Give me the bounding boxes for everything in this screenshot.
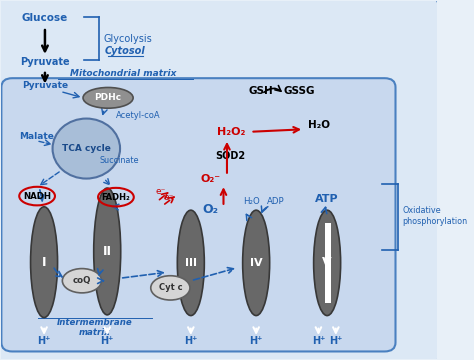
Ellipse shape [94,188,121,315]
Text: IV: IV [250,258,263,268]
Text: H⁺: H⁺ [249,336,263,346]
Ellipse shape [63,269,101,293]
Text: O₂: O₂ [202,203,219,216]
Text: PDHc: PDHc [94,93,122,102]
Text: H₂O₂: H₂O₂ [217,127,246,138]
Text: H₂O: H₂O [309,120,330,130]
FancyBboxPatch shape [0,0,439,360]
Text: GSH: GSH [249,86,273,96]
Text: Succinate: Succinate [99,156,139,165]
Text: matrix: matrix [79,328,111,337]
Text: Glycolysis: Glycolysis [104,34,153,44]
Text: I: I [42,256,46,269]
Text: H⁺: H⁺ [100,336,114,346]
Ellipse shape [30,207,57,318]
Text: e⁻: e⁻ [156,186,166,195]
Text: Cytosol: Cytosol [105,46,146,56]
Text: Cyt c: Cyt c [158,283,182,292]
Ellipse shape [53,118,120,179]
Text: III: III [185,258,197,268]
Text: Mitochondrial matrix: Mitochondrial matrix [70,69,176,78]
Text: coQ: coQ [73,276,91,285]
Ellipse shape [83,87,133,108]
Text: ADP: ADP [267,197,285,206]
Bar [325,223,331,303]
FancyBboxPatch shape [1,78,395,351]
Text: GSSG: GSSG [283,86,315,96]
Text: O₂⁻: O₂⁻ [201,174,221,184]
Text: Pyruvate: Pyruvate [20,57,70,67]
Text: H⁺: H⁺ [329,336,343,346]
Ellipse shape [151,276,190,300]
Text: Intermembrane: Intermembrane [57,318,133,327]
Ellipse shape [314,210,341,316]
Text: NADH: NADH [23,192,51,201]
Text: ATP: ATP [315,194,338,204]
Text: H⁺: H⁺ [312,336,325,346]
Text: Oxidative
phosphorylation: Oxidative phosphorylation [402,206,467,226]
Text: Malate: Malate [19,132,54,141]
Text: Pyruvate: Pyruvate [22,81,68,90]
Text: TCA cycle: TCA cycle [62,144,111,153]
Text: V: V [322,256,332,269]
Text: H₂O: H₂O [243,197,259,206]
Text: Glucose: Glucose [22,13,68,23]
Text: e⁻: e⁻ [164,193,174,202]
Ellipse shape [177,210,204,316]
Text: II: II [103,245,112,258]
Text: Acetyl-coA: Acetyl-coA [116,111,160,120]
Text: SOD2: SOD2 [216,151,246,161]
Ellipse shape [243,210,270,316]
Text: H⁺: H⁺ [37,336,51,346]
Text: H⁺: H⁺ [184,336,198,346]
Text: FADH₂: FADH₂ [101,193,130,202]
